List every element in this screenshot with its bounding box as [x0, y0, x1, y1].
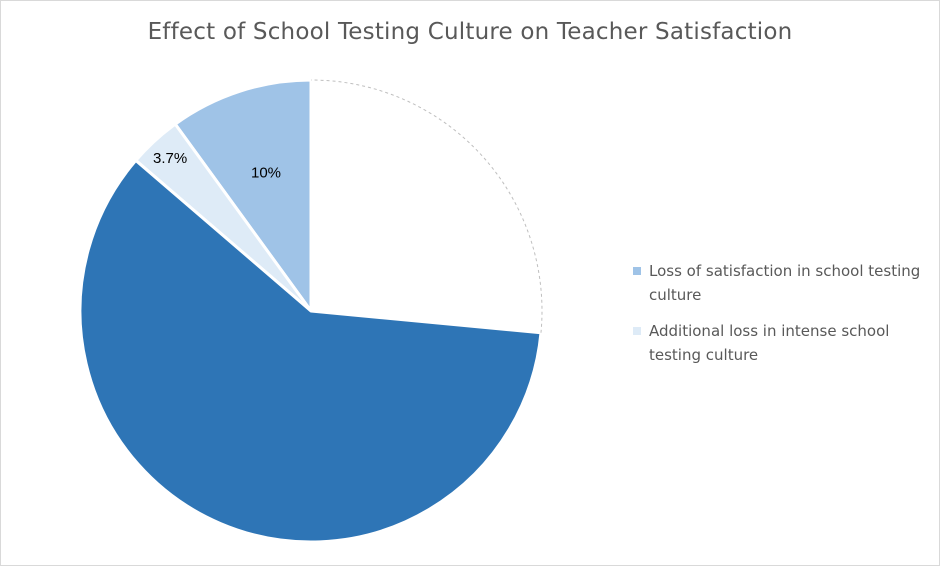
legend: Loss of satisfaction in school testing c… — [633, 259, 933, 379]
legend-label: Additional loss in intense school testin… — [649, 322, 890, 364]
legend-item: Additional loss in intense school testin… — [633, 319, 933, 367]
chart-title: Effect of School Testing Culture on Teac… — [147, 19, 793, 45]
slice-data-label: 3.7% — [153, 150, 187, 167]
pie-slice-4 — [311, 80, 542, 333]
legend-item: Loss of satisfaction in school testing c… — [633, 259, 933, 307]
pie-slice-1 — [173, 78, 313, 313]
slice-data-label: 10% — [251, 165, 281, 182]
legend-label: Loss of satisfaction in school testing c… — [649, 262, 921, 304]
legend-swatch — [633, 327, 641, 335]
legend-swatch — [633, 267, 641, 275]
pie-slice-3 — [78, 158, 543, 544]
pie-slice-4-outline — [310, 79, 543, 333]
